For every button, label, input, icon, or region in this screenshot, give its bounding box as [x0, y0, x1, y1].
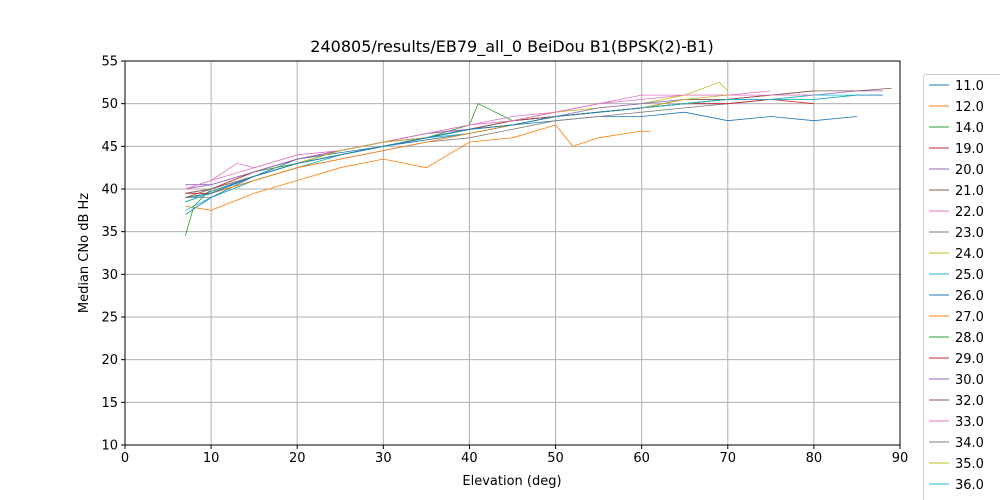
y-tick-label: 30: [101, 268, 118, 283]
x-tick-label: 20: [289, 451, 306, 466]
legend: 11.0 12.0 14.0 19.0 20.0 21.0 22.0 23.0 24.0 25.0…: [923, 74, 1000, 500]
x-tick-label: 10: [203, 451, 220, 466]
x-tick-label: 90: [892, 451, 909, 466]
legend-label: 36.0: [955, 478, 984, 493]
y-tick-label: 55: [101, 55, 118, 70]
y-tick-label: 35: [101, 225, 118, 240]
legend-label: 22.0: [955, 205, 984, 220]
legend-label: 33.0: [955, 415, 984, 430]
series-line-11.0: [193, 111, 857, 198]
y-tick-label: 20: [101, 353, 118, 368]
series-line-24.0: [185, 81, 729, 203]
legend-label: 12.0: [955, 100, 984, 115]
y-tick-label: 25: [101, 311, 118, 326]
x-tick-label: 30: [375, 451, 392, 466]
legend-label: 20.0: [955, 163, 984, 178]
series-line-28.0: [185, 99, 728, 203]
legend-label: 30.0: [955, 373, 984, 388]
series-line-20.0: [185, 90, 883, 186]
x-tick-label: 50: [547, 451, 564, 466]
series-line-37.0: [185, 107, 642, 198]
series-line-22.0: [185, 90, 771, 190]
series-line-14.0: [184, 99, 728, 237]
series-line-30.0: [185, 94, 814, 190]
legend-label: 23.0: [955, 226, 984, 241]
legend-label: 21.0: [955, 184, 984, 199]
x-tick-label: 70: [720, 451, 737, 466]
legend-label: 32.0: [955, 394, 984, 409]
series-line-23.0: [185, 103, 728, 198]
plot-frame: [124, 60, 901, 446]
y-axis-label: Median CNo dB Hz: [77, 193, 92, 313]
legend-label: 24.0: [955, 247, 984, 262]
legend-label: 11.0: [955, 79, 984, 94]
x-tick-label: 40: [461, 451, 478, 466]
series-line-27.0: [185, 99, 728, 198]
series-line-26.0: [185, 94, 883, 215]
gridlines: [124, 60, 901, 446]
legend-label: 34.0: [955, 436, 984, 451]
x-tick-label: 80: [806, 451, 823, 466]
legend-label: 14.0: [955, 121, 984, 136]
legend-label: 29.0: [955, 352, 984, 367]
legend-label: 35.0: [955, 457, 984, 472]
y-tick-label: 40: [101, 183, 118, 198]
legend-label: 28.0: [955, 331, 984, 346]
legend-box: [923, 74, 1000, 500]
series-line-33.0: [185, 94, 814, 190]
legend-label: 26.0: [955, 289, 984, 304]
x-axis-label: Elevation (deg): [462, 474, 561, 489]
x-tick-label: 0: [121, 451, 129, 466]
series-line-36.0: [185, 94, 857, 203]
y-tick-label: 50: [101, 97, 118, 112]
legend-label: 25.0: [955, 268, 984, 283]
series-line-25.0: [185, 94, 883, 211]
y-tick-label: 10: [101, 439, 118, 454]
legend-label: 19.0: [955, 142, 984, 157]
series-line-32.0: [185, 90, 814, 198]
y-tick-label: 15: [101, 396, 118, 411]
legend-label: 27.0: [955, 310, 984, 325]
series-line-12.0: [185, 124, 651, 211]
series-lines: [184, 81, 892, 237]
x-tick-label: 60: [633, 451, 650, 466]
y-tick-label: 45: [101, 140, 118, 155]
chart-title: 240805/results/EB79_all_0 BeiDou B1(BPSK…: [310, 37, 713, 57]
